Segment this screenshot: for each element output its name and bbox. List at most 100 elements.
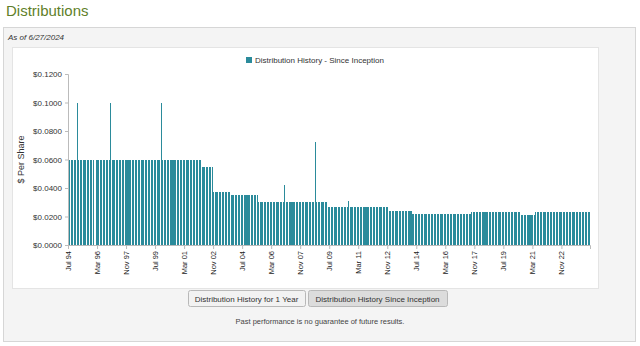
bar	[529, 215, 530, 245]
bar	[444, 214, 445, 245]
page-title: Distributions	[6, 2, 89, 19]
bar	[127, 160, 128, 246]
bar	[498, 212, 499, 245]
bar	[519, 212, 520, 245]
bar	[534, 215, 535, 245]
y-tick: $0.0000	[33, 241, 68, 250]
bar	[583, 212, 584, 245]
bar	[541, 212, 542, 245]
bar	[165, 160, 166, 246]
bar	[126, 160, 127, 246]
bar	[525, 215, 526, 245]
bar	[239, 195, 240, 245]
x-tick-label: Jul 04	[238, 251, 247, 271]
button-box[interactable]	[309, 291, 448, 307]
bar	[543, 212, 544, 245]
x-tick-label: Mar 16	[441, 251, 450, 274]
bar	[389, 211, 390, 245]
bar	[71, 160, 72, 246]
y-tick: $0.0200	[33, 213, 68, 222]
x-tick-label: Nov 17	[470, 251, 479, 275]
bar	[113, 160, 114, 246]
bar	[229, 192, 230, 245]
bar	[276, 202, 277, 245]
bar	[379, 207, 380, 245]
x-tick-mark	[503, 245, 504, 249]
bar	[503, 212, 504, 245]
bar	[383, 207, 384, 245]
y-tick-label: $0.0800	[33, 127, 62, 136]
bar	[88, 160, 89, 246]
bar	[323, 202, 324, 245]
bar	[544, 212, 545, 245]
bar	[467, 214, 468, 245]
bar	[255, 195, 256, 245]
bar	[496, 212, 497, 245]
bar	[225, 192, 226, 245]
bar	[424, 214, 425, 245]
bar	[148, 160, 149, 246]
section-box	[4, 28, 636, 342]
bar	[107, 160, 108, 246]
y-tick-label: $0.0400	[33, 184, 62, 193]
y-tick-mark	[65, 188, 68, 189]
bar	[90, 160, 91, 246]
button-label[interactable]: Distribution History Since Inception	[315, 295, 439, 304]
bar	[432, 214, 433, 245]
bar	[437, 214, 438, 245]
y-axis: $0.0000$0.0200$0.0400$0.0600$0.0800$0.10…	[33, 70, 68, 250]
bar	[548, 212, 549, 245]
bar	[306, 202, 307, 245]
bar	[434, 214, 435, 245]
bar	[403, 211, 404, 245]
bar	[344, 207, 345, 245]
bar	[190, 160, 191, 246]
x-axis-line	[69, 246, 591, 250]
x-tick-mark	[242, 245, 243, 249]
bar	[197, 160, 198, 246]
y-tick-mark	[65, 131, 68, 132]
bar	[194, 160, 195, 246]
bar	[458, 214, 459, 245]
bar	[299, 202, 300, 245]
bar	[293, 202, 294, 245]
bar	[244, 195, 245, 245]
bar	[289, 202, 290, 245]
bar	[355, 207, 356, 245]
bar	[100, 160, 101, 246]
toggle-button[interactable]: Distribution History Since Inception	[309, 291, 448, 307]
x-tick: Mar 01	[180, 245, 189, 274]
bar	[184, 160, 185, 246]
bar	[416, 214, 417, 245]
bar	[387, 207, 388, 245]
bar	[560, 212, 561, 245]
bar	[151, 160, 152, 246]
x-tick: Mar 11	[354, 245, 363, 274]
bar	[188, 160, 189, 246]
bar	[487, 212, 488, 245]
bar	[130, 160, 131, 246]
bar	[476, 212, 477, 245]
bar	[460, 214, 461, 245]
x-tick: Mar 16	[441, 245, 450, 274]
x-axis: Jul 94Mar 96Nov 97Jul 99Mar 01Nov 02Jul …	[64, 245, 591, 275]
button-label[interactable]: Distribution History for 1 Year	[195, 295, 299, 304]
bar	[196, 160, 197, 246]
bar	[500, 212, 501, 245]
bar	[441, 214, 442, 245]
x-tick: Mar 96	[93, 245, 102, 274]
bar	[425, 214, 426, 245]
bar	[252, 195, 253, 245]
bar	[538, 212, 539, 245]
button-box[interactable]	[189, 291, 306, 307]
bar	[466, 214, 467, 245]
y-tick-label: $0.1200	[33, 70, 62, 79]
bar	[110, 103, 111, 246]
bar	[342, 207, 343, 245]
bar	[172, 160, 173, 246]
bar	[310, 202, 311, 245]
bar	[418, 214, 419, 245]
bar	[290, 202, 291, 245]
toggle-button[interactable]: Distribution History for 1 Year	[189, 291, 306, 307]
bar	[246, 195, 247, 245]
